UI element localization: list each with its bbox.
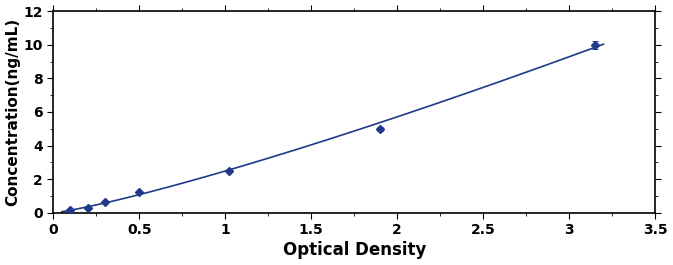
Y-axis label: Concentration(ng/mL): Concentration(ng/mL) [5, 18, 21, 206]
X-axis label: Optical Density: Optical Density [283, 241, 426, 259]
